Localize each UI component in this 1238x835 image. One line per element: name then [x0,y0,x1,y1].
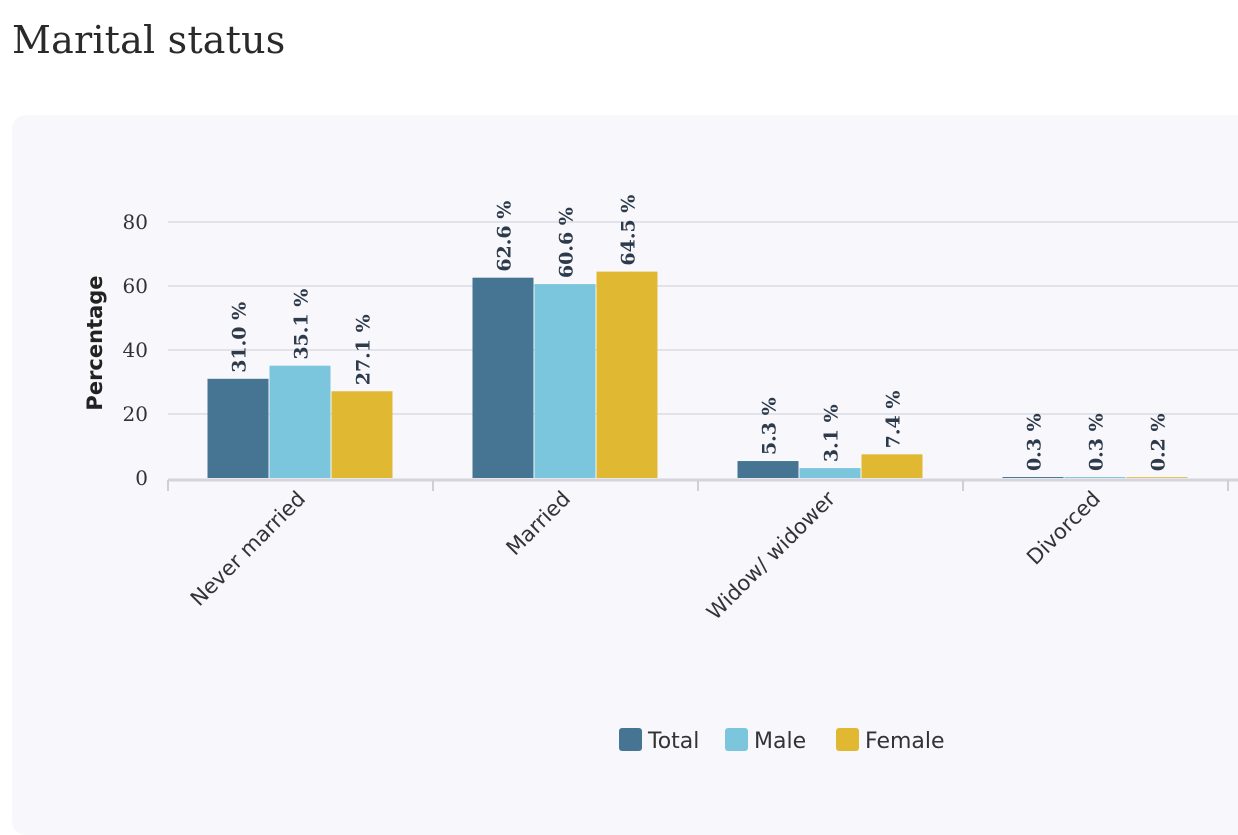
legend-label: Male [754,729,806,754]
legend-label: Total [647,729,699,754]
data-label: 0.2 % [1148,413,1170,471]
legend-swatch [619,728,642,751]
y-tick-label: 0 [135,466,148,490]
page-title: Marital status [12,18,286,62]
bar-male [269,365,331,478]
bar-female [1126,477,1188,478]
data-labels: 31.0 % 35.1 % 27.1 % 62.6 % 60.6 % 64.5 % 5.3 … [229,195,1170,472]
y-axis-title: Percentage [83,275,107,410]
y-tick-label: 20 [123,402,148,426]
x-category-label: Never married [186,487,310,611]
bar-female [331,391,393,478]
data-label: 0.3 % [1024,413,1046,471]
y-tick-label: 80 [123,210,148,234]
data-label: 64.5 % [618,195,640,266]
y-axis-ticks: 0 20 40 60 80 [123,210,148,490]
legend-item-total[interactable]: Total [619,728,699,754]
bar-total [1002,477,1064,478]
data-label: 7.4 % [883,391,905,449]
bar-female [596,271,658,478]
data-label: 0.3 % [1086,413,1108,471]
bar-male [534,284,596,478]
data-label: 3.1 % [821,404,843,462]
legend-swatch [725,728,748,751]
x-axis-categories: Never married Married Widow/ widower Divorc… [186,486,1105,624]
bar-male [1064,477,1126,478]
data-label: 31.0 % [229,302,251,373]
bar-total [207,378,269,478]
bar-female [861,454,923,478]
x-axis [167,478,1238,491]
legend: Total Male Female [619,728,945,754]
data-label: 62.6 % [494,201,516,272]
data-label: 60.6 % [556,207,578,278]
y-tick-label: 40 [123,338,148,362]
bar-male [799,468,861,478]
bars [207,271,1188,478]
legend-item-female[interactable]: Female [836,728,945,754]
data-label: 27.1 % [353,314,375,385]
legend-label: Female [865,729,945,754]
bar-total [472,277,534,478]
data-label: 5.3 % [759,397,781,455]
y-tick-label: 60 [123,274,148,298]
x-category-label: Widow/ widower [702,486,840,624]
bar-total [737,461,799,478]
x-category-label: Married [502,487,576,561]
legend-item-male[interactable]: Male [725,728,806,754]
x-category-label: Divorced [1022,487,1105,570]
data-label: 35.1 % [291,289,313,360]
legend-swatch [836,728,859,751]
